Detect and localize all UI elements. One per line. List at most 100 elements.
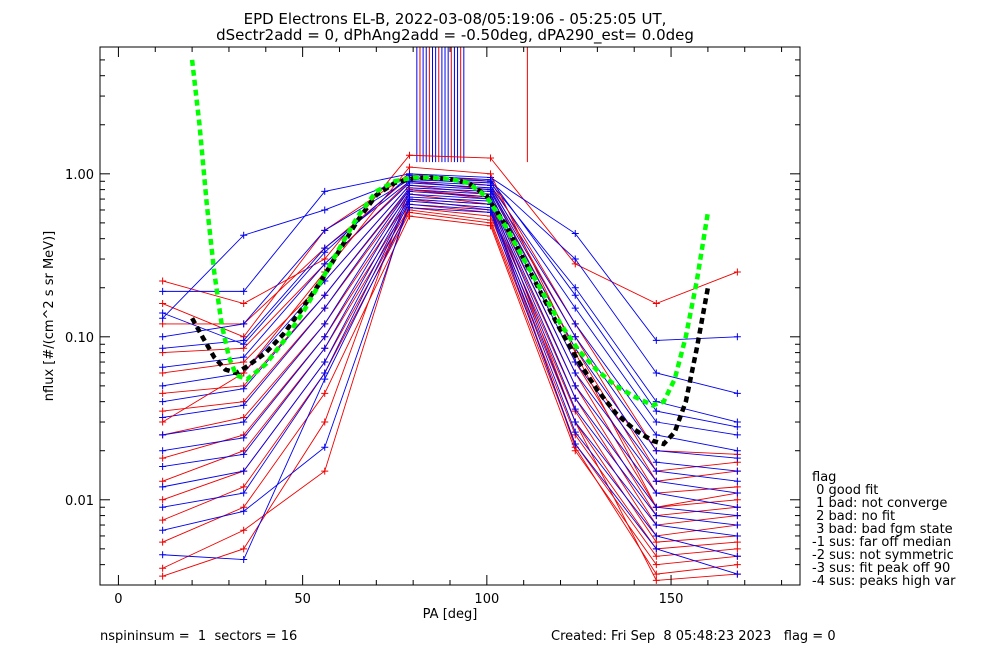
legend-item: 1 bad: not converge — [812, 496, 947, 511]
blue-series-point — [240, 340, 248, 348]
red-series-point — [405, 163, 413, 171]
blue-series-line — [162, 182, 738, 452]
blue-series-line — [162, 173, 738, 341]
black-fit-curve — [190, 175, 711, 447]
blue-series-point — [240, 320, 248, 328]
red-series-point — [487, 154, 495, 162]
legend-item: 0 good fit — [812, 483, 878, 498]
blue-series-point — [321, 369, 329, 377]
red-series-point — [405, 212, 413, 220]
blue-series-line — [162, 180, 738, 436]
blue-series-point — [652, 458, 660, 466]
blue-series-line — [162, 200, 738, 537]
blue-series-line — [162, 196, 738, 517]
blue-series-point — [240, 353, 248, 361]
red-series-point — [652, 538, 660, 546]
legend-item: -1 sus: far off median — [812, 535, 951, 550]
blue-series-point — [652, 503, 660, 511]
y-tick-label: 0.01 — [65, 494, 94, 509]
blue-series-point — [159, 398, 167, 406]
blue-series-point — [733, 467, 741, 475]
blue-series-point — [405, 171, 413, 179]
red-series-line — [162, 154, 738, 305]
blue-series-point — [652, 467, 660, 475]
red-series-line — [162, 207, 738, 543]
legend-item: 3 bad: bad fgm state — [812, 522, 953, 537]
red-series-point — [159, 300, 167, 308]
blue-series-point — [733, 423, 741, 431]
x-axis: 0 50 100 150 — [114, 47, 783, 607]
blue-series-point — [652, 336, 660, 344]
blue-series-point — [571, 418, 579, 426]
blue-series-point — [159, 309, 167, 317]
red-series-point — [159, 407, 167, 415]
plot-frame — [99, 46, 801, 586]
red-series-point — [159, 516, 167, 524]
blue-series-line — [162, 189, 738, 482]
y-tick-label: 1.00 — [65, 168, 94, 183]
chart-title-line2: dSectr2add = 0, dPhAng2add = -0.50deg, d… — [216, 26, 694, 45]
blue-series-point — [571, 394, 579, 402]
blue-series-point — [321, 248, 329, 256]
blue-series-point — [733, 333, 741, 341]
blue-series-point — [652, 545, 660, 553]
data-layer — [159, 47, 741, 584]
blue-series-point — [652, 532, 660, 540]
blue-series-point — [652, 447, 660, 455]
blue-series-point — [321, 358, 329, 366]
blue-series-point — [652, 489, 660, 497]
blue-series-line — [162, 207, 738, 575]
blue-series-point — [240, 385, 248, 393]
blue-series-point — [571, 369, 579, 377]
legend-item: 2 bad: no fit — [812, 509, 895, 524]
red-series-point — [733, 561, 741, 569]
blue-series-point — [240, 507, 248, 515]
blue-series-line — [162, 193, 738, 508]
blue-series-point — [652, 418, 660, 426]
red-series-point — [652, 561, 660, 569]
red-series-point — [240, 526, 248, 534]
red-series-point — [159, 572, 167, 580]
blue-series-point — [733, 389, 741, 397]
blue-series-point — [571, 405, 579, 413]
red-series-point — [240, 545, 248, 553]
red-series-point — [240, 300, 248, 308]
red-series-point — [159, 418, 167, 426]
blue-series-point — [321, 304, 329, 312]
red-series-line — [162, 180, 738, 482]
blue-series-point — [405, 204, 413, 212]
red-series-point — [652, 552, 660, 560]
x-tick-label: 0 — [114, 592, 122, 607]
red-series-line — [162, 189, 738, 581]
blue-series-point — [571, 333, 579, 341]
red-series-line — [162, 203, 738, 537]
blue-series-point — [321, 333, 329, 341]
blue-series-point — [240, 450, 248, 458]
blue-series-point — [652, 477, 660, 485]
red-series-line — [162, 211, 738, 557]
blue-series-point — [159, 287, 167, 295]
red-series-point — [733, 496, 741, 504]
blue-series-point — [159, 551, 167, 559]
red-series-point — [159, 496, 167, 504]
red-series-line — [162, 193, 738, 517]
red-series-point — [405, 151, 413, 159]
blue-series-point — [159, 503, 167, 511]
blue-series-point — [733, 489, 741, 497]
red-series-point — [159, 277, 167, 285]
blue-series-line — [162, 176, 738, 394]
blue-series-point — [159, 344, 167, 352]
blue-series-point — [733, 512, 741, 520]
red-series-point — [733, 268, 741, 276]
blue-series-point — [159, 447, 167, 455]
footer-left: nspininsum = 1 sectors = 16 — [100, 629, 297, 644]
blue-series-line — [162, 198, 738, 526]
red-series-point — [652, 570, 660, 578]
x-tick-label: 100 — [474, 592, 499, 607]
red-series-point — [321, 418, 329, 426]
blue-series-line — [162, 190, 738, 494]
red-series-point — [733, 545, 741, 553]
footer-right: Created: Fri Sep 8 05:48:23 2023 flag = … — [551, 629, 836, 644]
blue-series-point — [240, 231, 248, 239]
chart-title-line1: EPD Electrons EL-B, 2022-03-08/05:19:06 … — [244, 10, 667, 28]
